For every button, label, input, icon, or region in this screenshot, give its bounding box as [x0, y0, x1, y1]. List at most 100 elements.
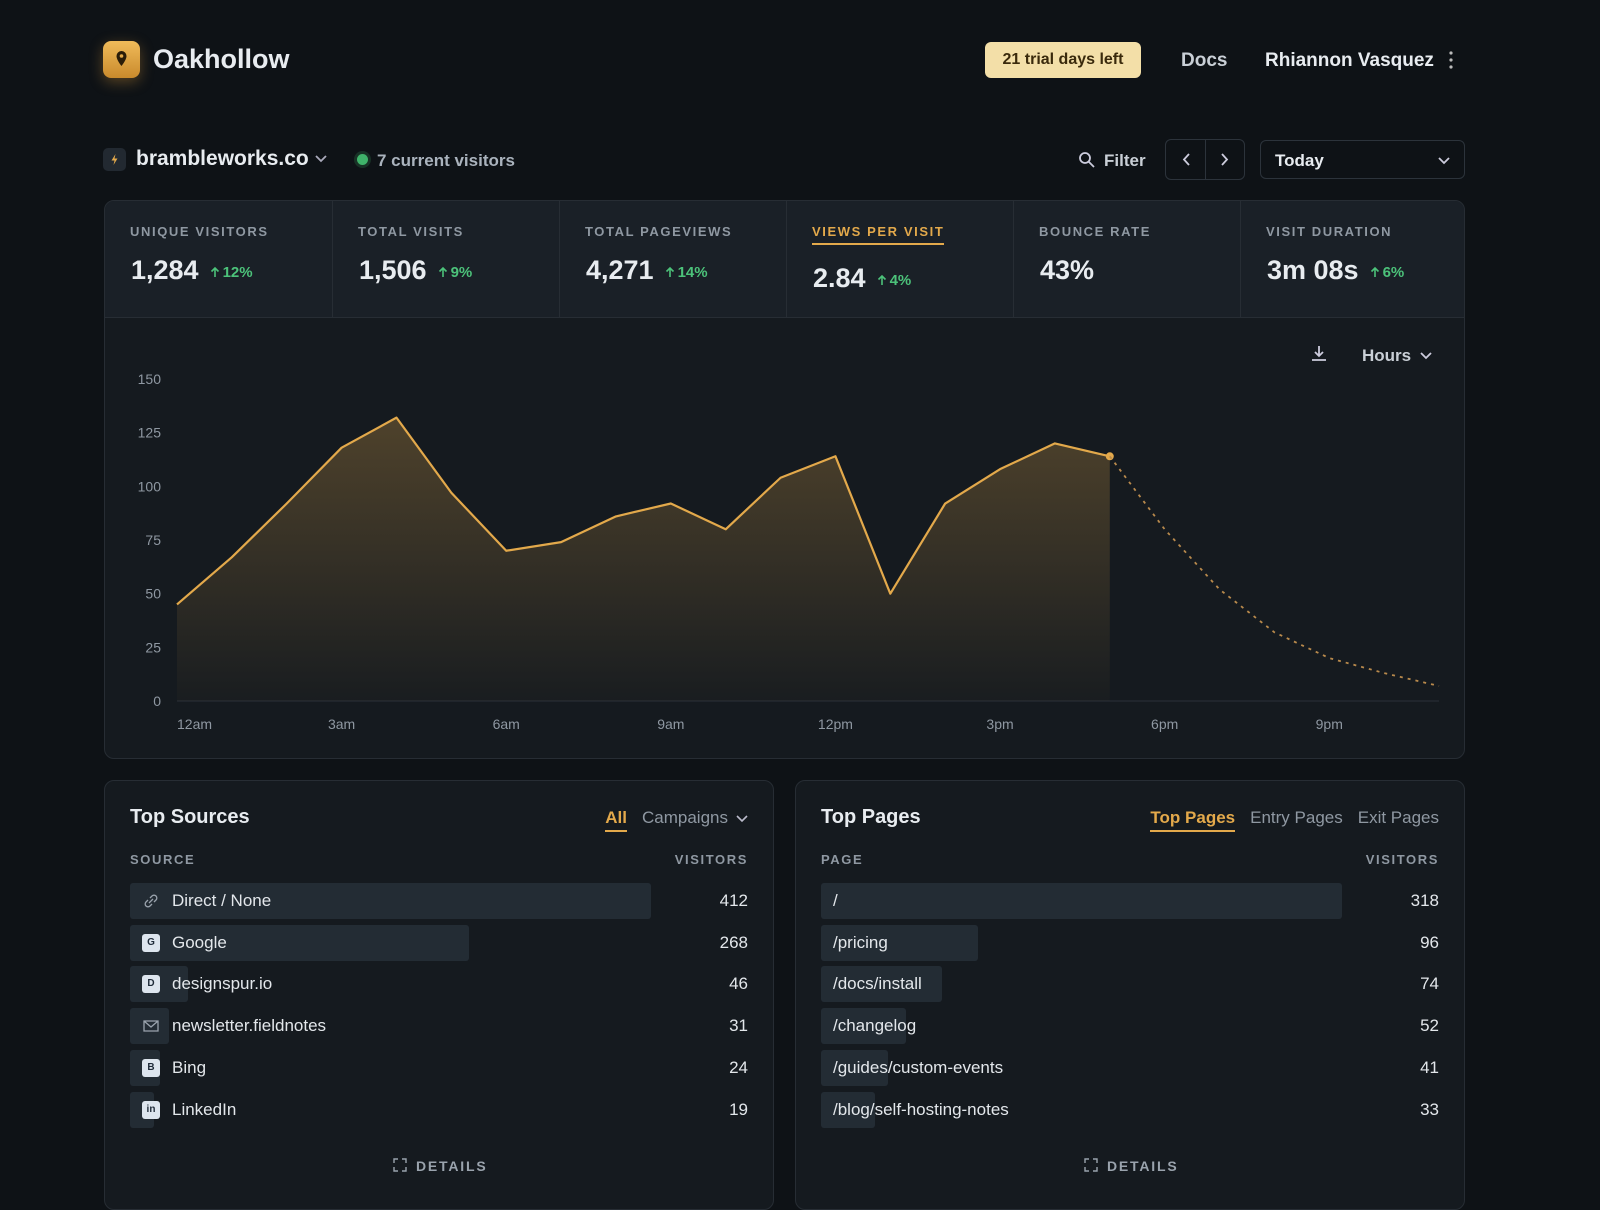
stat-tab[interactable]: TOTAL VISITS 1,506 9% — [332, 201, 559, 318]
filter-button[interactable]: Filter — [1104, 151, 1146, 170]
row-bar — [821, 924, 979, 961]
up-arrow — [1370, 266, 1379, 277]
next-button[interactable] — [1206, 140, 1244, 179]
card-title: Top Pages — [821, 806, 921, 828]
period: Today — [1275, 151, 1324, 170]
y-tick-label: 125 — [138, 425, 162, 441]
stat-tab[interactable]: UNIQUE VISITORS 1,284 12% — [105, 201, 332, 318]
search-icon — [1079, 152, 1095, 168]
row-name[interactable]: /changelog — [833, 1016, 917, 1036]
row-name[interactable]: Google — [172, 932, 227, 952]
stat-tab[interactable]: BOUNCE RATE 43% — [1013, 201, 1240, 318]
chart: 0 25 50 75 100 125 150 12am 3am 6am 9am 12pm 3pm 6pm 9… — [138, 371, 1440, 732]
trial-badge[interactable]: 21 trial days left — [985, 42, 1141, 78]
source-icon: in — [142, 1100, 160, 1119]
y-tick-label: 100 — [138, 478, 162, 494]
row-visitors: 96 — [1420, 932, 1439, 952]
tab[interactable]: Top Pages — [1150, 808, 1236, 832]
site-selector[interactable]: brambleworks.co — [136, 147, 309, 170]
row-name[interactable]: /blog/self-hosting-notes — [833, 1099, 1009, 1119]
row-bar — [130, 883, 651, 919]
stat-change: 9% — [450, 264, 473, 281]
row-name[interactable]: Direct / None — [172, 891, 272, 910]
row-name[interactable]: newsletter.fieldnotes — [172, 1016, 327, 1036]
source-icon: D — [142, 975, 160, 994]
row-name[interactable]: /pricing — [833, 932, 888, 952]
expand-icon — [1084, 1158, 1098, 1172]
tab[interactable]: All — [605, 808, 627, 832]
stat-change: 12% — [222, 264, 253, 281]
row-bar — [821, 1008, 907, 1045]
row-visitors: 52 — [1420, 1016, 1439, 1036]
download-button[interactable] — [1310, 344, 1328, 364]
stat-label: TOTAL VISITS — [358, 224, 464, 239]
period-select[interactable]: Today — [1260, 140, 1465, 179]
stat-tab[interactable]: TOTAL PAGEVIEWS 4,271 14% — [559, 201, 786, 318]
x-tick-label: 6pm — [1151, 716, 1178, 732]
x-tick-label: 3am — [328, 716, 355, 732]
column-header: VISITORS — [1365, 852, 1439, 867]
y-tick-label: 0 — [153, 693, 161, 709]
stat-tab[interactable]: VIEWS PER VISIT 2.84 4% — [786, 201, 1013, 318]
chevron-path — [736, 815, 748, 823]
x-tick-label: 3pm — [986, 716, 1013, 732]
details-button[interactable]: DETAILS — [416, 1158, 488, 1174]
source-icon — [144, 894, 158, 908]
live-dot — [357, 154, 368, 165]
source-icon — [143, 1020, 159, 1032]
tab[interactable]: Exit Pages — [1357, 808, 1439, 827]
tab[interactable]: Campaigns — [642, 808, 728, 827]
y-tick-label: 150 — [138, 371, 162, 387]
row-visitors: 318 — [1410, 891, 1439, 910]
row-name[interactable]: / — [833, 891, 838, 910]
user-menu[interactable]: Rhiannon Vasquez — [1265, 50, 1434, 71]
sources-card: Top Sources Campaigns All SOURCE VISITORS Dir… — [104, 780, 774, 1210]
column-header: VISITORS — [674, 852, 748, 867]
icon-path — [393, 1158, 407, 1172]
stat-change: 6% — [1382, 264, 1405, 281]
x-tick-label: 9pm — [1316, 716, 1343, 732]
tab[interactable]: Entry Pages — [1250, 808, 1343, 827]
row-name[interactable]: designspur.io — [172, 974, 273, 994]
column-header: SOURCE — [130, 852, 196, 867]
y-tick-label: 75 — [145, 532, 161, 548]
row-name[interactable]: Bing — [172, 1057, 207, 1077]
prev-button[interactable] — [1166, 140, 1206, 179]
stat-label: BOUNCE RATE — [1039, 224, 1151, 239]
row-name[interactable]: /guides/custom-events — [833, 1057, 1004, 1077]
expand-icon — [393, 1158, 407, 1172]
chevron — [1420, 352, 1432, 360]
row-bar — [821, 1091, 876, 1128]
arrow-path — [210, 266, 219, 277]
interval-select[interactable]: Hours — [1362, 346, 1412, 365]
x-tick-label: 9am — [657, 716, 684, 732]
y-tick-label: 50 — [145, 586, 161, 602]
logo — [103, 41, 140, 78]
up-arrow — [210, 266, 219, 277]
pager — [1165, 139, 1245, 180]
row-name[interactable]: LinkedIn — [172, 1099, 237, 1119]
row-visitors: 46 — [729, 974, 748, 994]
row-name[interactable]: /docs/install — [833, 974, 922, 994]
icon-path — [143, 1020, 159, 1032]
column-header: PAGE — [821, 852, 864, 867]
stat-value: 4,271 — [586, 255, 654, 285]
logo-icon — [116, 51, 127, 66]
row-bar — [821, 1049, 889, 1086]
kebab[interactable] — [1446, 50, 1456, 70]
bolt — [111, 154, 118, 165]
stat-value: 1,506 — [359, 255, 427, 285]
icon-path — [144, 894, 158, 908]
row-visitors: 268 — [719, 932, 748, 952]
stat-tab[interactable]: VISIT DURATION 3m 08s 6% — [1240, 201, 1464, 318]
stat-change: 4% — [889, 272, 912, 289]
row-visitors: 33 — [1420, 1099, 1439, 1119]
row-visitors: 24 — [729, 1057, 748, 1077]
row-visitors: 412 — [719, 891, 748, 910]
details-button[interactable]: DETAILS — [1107, 1158, 1179, 1174]
stat-value: 43% — [1040, 255, 1095, 285]
line — [176, 416, 1111, 606]
docs-link[interactable]: Docs — [1181, 50, 1228, 71]
stat-label: UNIQUE VISITORS — [130, 224, 269, 239]
x-tick-label: 12pm — [818, 716, 853, 732]
